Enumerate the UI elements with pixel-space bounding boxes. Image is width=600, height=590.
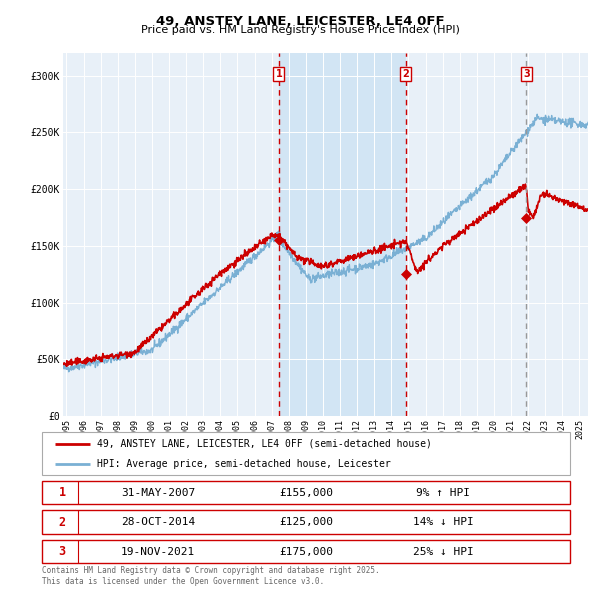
Text: 3: 3 [523, 70, 530, 80]
Text: Price paid vs. HM Land Registry's House Price Index (HPI): Price paid vs. HM Land Registry's House … [140, 25, 460, 35]
Text: 31-MAY-2007: 31-MAY-2007 [121, 488, 195, 497]
Text: 25% ↓ HPI: 25% ↓ HPI [413, 547, 473, 556]
Text: 19-NOV-2021: 19-NOV-2021 [121, 547, 195, 556]
Text: 2: 2 [59, 516, 65, 529]
Text: Contains HM Land Registry data © Crown copyright and database right 2025.
This d: Contains HM Land Registry data © Crown c… [42, 566, 380, 586]
Text: £155,000: £155,000 [279, 488, 333, 497]
Text: 49, ANSTEY LANE, LEICESTER, LE4 0FF (semi-detached house): 49, ANSTEY LANE, LEICESTER, LE4 0FF (sem… [97, 439, 433, 449]
Text: 1: 1 [59, 486, 65, 499]
Text: 49, ANSTEY LANE, LEICESTER, LE4 0FF: 49, ANSTEY LANE, LEICESTER, LE4 0FF [155, 15, 445, 28]
Bar [279, 53, 406, 416]
Text: £125,000: £125,000 [279, 517, 333, 527]
FancyBboxPatch shape [42, 481, 570, 504]
FancyBboxPatch shape [42, 540, 570, 563]
Text: 2: 2 [402, 70, 409, 80]
Text: 1: 1 [275, 70, 282, 80]
FancyBboxPatch shape [42, 510, 570, 534]
Text: HPI: Average price, semi-detached house, Leicester: HPI: Average price, semi-detached house,… [97, 460, 391, 469]
Text: 3: 3 [59, 545, 65, 558]
Text: 14% ↓ HPI: 14% ↓ HPI [413, 517, 473, 527]
FancyBboxPatch shape [42, 432, 570, 475]
Text: 9% ↑ HPI: 9% ↑ HPI [416, 488, 470, 497]
Text: £175,000: £175,000 [279, 547, 333, 556]
Text: 28-OCT-2014: 28-OCT-2014 [121, 517, 195, 527]
